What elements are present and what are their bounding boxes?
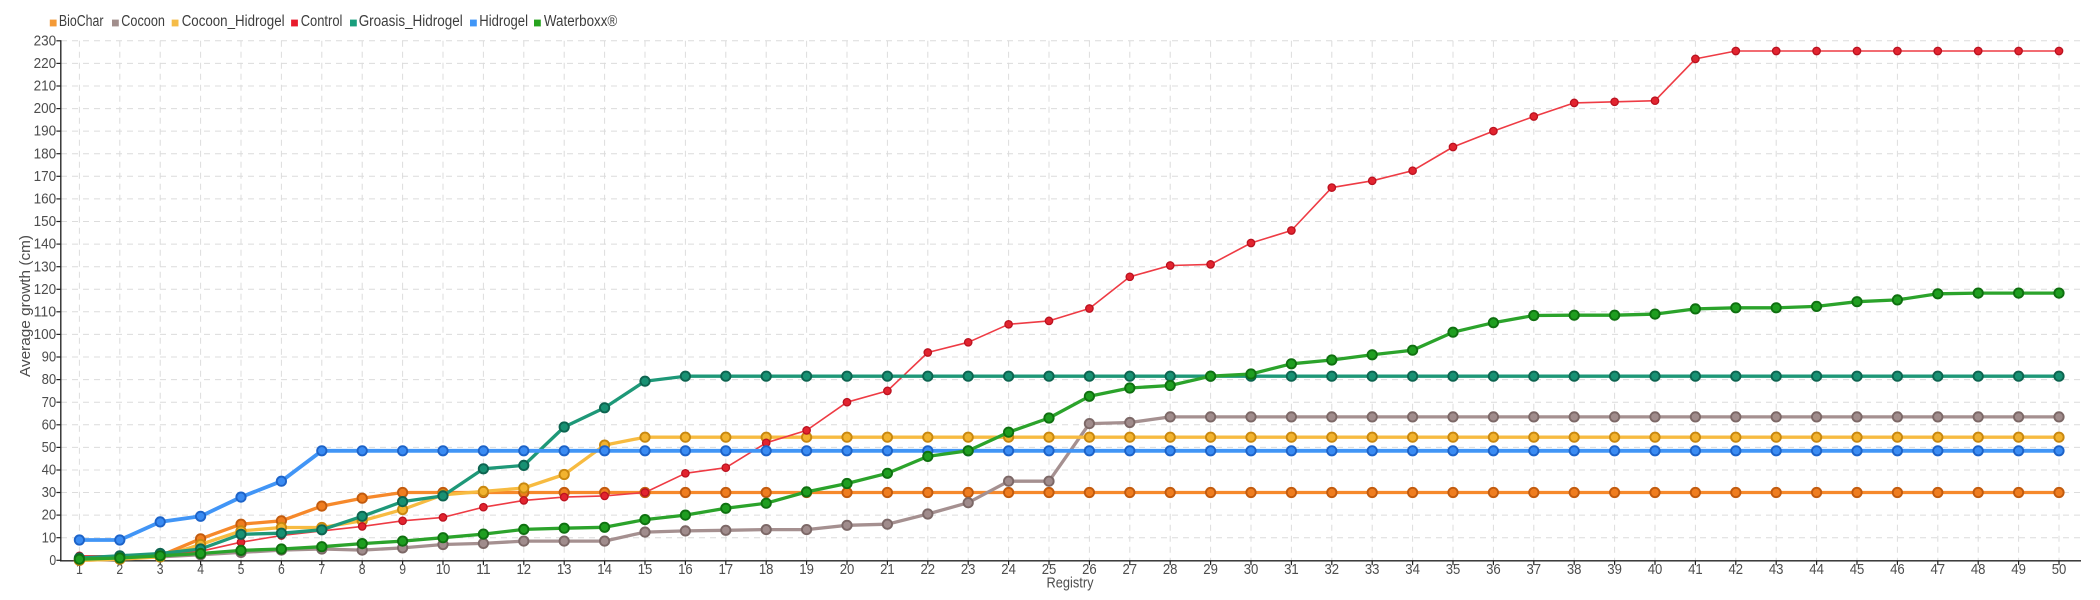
svg-text:48: 48: [1971, 562, 1986, 578]
svg-text:7: 7: [318, 562, 325, 578]
svg-text:47: 47: [1931, 562, 1946, 578]
svg-text:46: 46: [1890, 562, 1905, 578]
svg-text:21: 21: [880, 562, 895, 578]
svg-text:45: 45: [1850, 562, 1865, 578]
svg-text:13: 13: [557, 562, 572, 578]
svg-text:43: 43: [1769, 562, 1784, 578]
svg-text:Average growth (cm): Average growth (cm): [17, 235, 34, 377]
svg-text:42: 42: [1729, 562, 1744, 578]
svg-text:41: 41: [1688, 562, 1703, 578]
svg-text:37: 37: [1527, 562, 1542, 578]
svg-text:1: 1: [76, 562, 83, 578]
svg-text:24: 24: [1001, 562, 1016, 578]
svg-text:90: 90: [42, 350, 57, 366]
svg-text:35: 35: [1446, 562, 1461, 578]
svg-text:8: 8: [359, 562, 366, 578]
svg-text:Groasis_Hidrogel: Groasis_Hidrogel: [359, 13, 463, 30]
svg-text:32: 32: [1325, 562, 1340, 578]
svg-text:17: 17: [719, 562, 734, 578]
svg-text:31: 31: [1284, 562, 1299, 578]
svg-text:28: 28: [1163, 562, 1178, 578]
svg-text:160: 160: [34, 192, 57, 208]
svg-text:25: 25: [1042, 562, 1057, 578]
svg-text:3: 3: [157, 562, 164, 578]
svg-text:Cocoon: Cocoon: [121, 13, 165, 30]
svg-text:220: 220: [34, 56, 57, 72]
svg-text:22: 22: [921, 562, 936, 578]
svg-text:27: 27: [1123, 562, 1138, 578]
svg-text:6: 6: [278, 562, 285, 578]
svg-text:29: 29: [1203, 562, 1218, 578]
svg-text:0: 0: [49, 553, 56, 569]
svg-text:230: 230: [34, 33, 57, 49]
svg-text:11: 11: [476, 562, 491, 578]
svg-text:170: 170: [34, 169, 57, 185]
svg-text:12: 12: [517, 562, 532, 578]
svg-text:200: 200: [34, 101, 57, 117]
svg-text:36: 36: [1486, 562, 1501, 578]
svg-text:34: 34: [1405, 562, 1420, 578]
svg-text:120: 120: [34, 282, 57, 298]
svg-text:Registry: Registry: [1047, 575, 1094, 592]
svg-text:20: 20: [840, 562, 855, 578]
svg-text:2: 2: [116, 562, 123, 578]
svg-text:190: 190: [34, 124, 57, 140]
svg-text:50: 50: [2052, 562, 2067, 578]
svg-text:Control: Control: [301, 13, 343, 30]
svg-text:18: 18: [759, 562, 774, 578]
svg-text:44: 44: [1809, 562, 1824, 578]
svg-text:26: 26: [1082, 562, 1097, 578]
svg-text:110: 110: [34, 304, 57, 320]
svg-text:23: 23: [961, 562, 976, 578]
svg-text:40: 40: [42, 463, 57, 479]
svg-text:15: 15: [638, 562, 653, 578]
svg-text:210: 210: [34, 79, 57, 95]
svg-text:130: 130: [34, 259, 57, 275]
svg-text:20: 20: [42, 508, 57, 524]
svg-text:49: 49: [2011, 562, 2026, 578]
svg-text:50: 50: [42, 440, 57, 456]
svg-text:150: 150: [34, 214, 57, 230]
svg-text:19: 19: [799, 562, 814, 578]
svg-text:Cocoon_Hidrogel: Cocoon_Hidrogel: [182, 13, 285, 30]
svg-text:38: 38: [1567, 562, 1582, 578]
svg-text:180: 180: [34, 146, 57, 162]
svg-text:80: 80: [42, 372, 57, 388]
svg-text:30: 30: [42, 485, 57, 501]
svg-text:70: 70: [42, 395, 57, 411]
svg-text:39: 39: [1607, 562, 1622, 578]
svg-text:10: 10: [42, 530, 57, 546]
svg-text:4: 4: [197, 562, 204, 578]
svg-text:30: 30: [1244, 562, 1259, 578]
svg-text:14: 14: [597, 562, 612, 578]
svg-text:BioChar: BioChar: [59, 13, 104, 30]
svg-text:60: 60: [42, 417, 57, 433]
svg-text:10: 10: [436, 562, 451, 578]
svg-text:5: 5: [238, 562, 245, 578]
svg-text:40: 40: [1648, 562, 1663, 578]
svg-text:9: 9: [399, 562, 406, 578]
svg-text:Hidrogel: Hidrogel: [479, 13, 528, 30]
svg-text:Waterboxx®: Waterboxx®: [544, 13, 618, 30]
svg-text:100: 100: [34, 327, 57, 343]
svg-text:140: 140: [34, 237, 57, 253]
svg-text:16: 16: [678, 562, 693, 578]
svg-text:33: 33: [1365, 562, 1380, 578]
